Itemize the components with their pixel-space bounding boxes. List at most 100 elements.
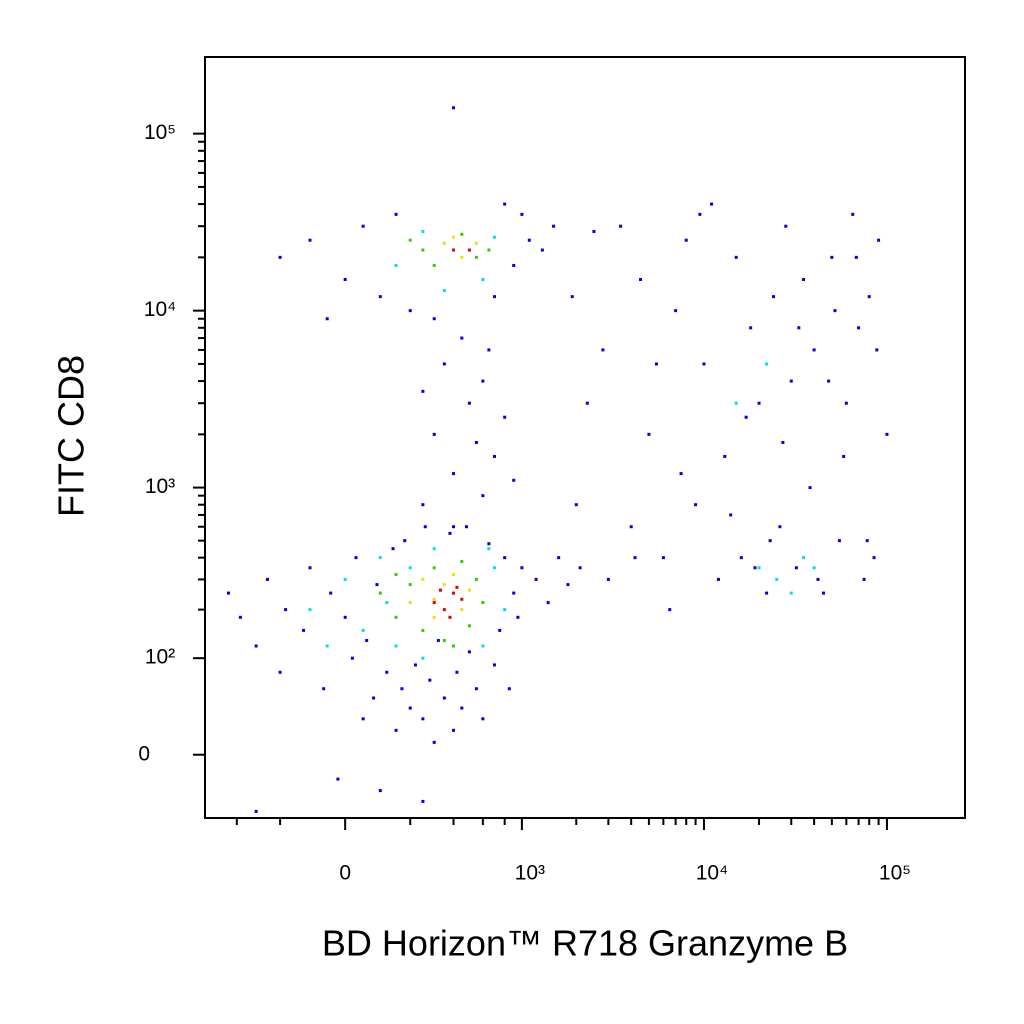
event-dot: [674, 309, 678, 313]
event-dot: [474, 577, 478, 581]
event-dot: [432, 601, 436, 605]
event-dot: [734, 255, 738, 259]
event-dot: [794, 566, 798, 570]
event-dot: [452, 235, 456, 239]
event-dot: [546, 601, 550, 605]
event-dot: [872, 556, 876, 560]
x-tick-label: 10³: [515, 862, 545, 885]
event-dot: [452, 644, 456, 648]
event-dot: [421, 577, 425, 581]
event-dot: [749, 326, 753, 330]
event-dot: [442, 362, 446, 366]
event-dot: [460, 255, 464, 259]
event-dot: [503, 608, 507, 612]
event-dot: [394, 263, 398, 267]
event-dot: [503, 202, 507, 206]
event-dot: [467, 650, 471, 654]
event-dot: [452, 248, 456, 252]
event-dot: [802, 556, 806, 560]
event-dot: [821, 591, 825, 595]
event-dot: [492, 235, 496, 239]
event-dot: [629, 525, 633, 529]
event-dot: [710, 202, 714, 206]
event-dot: [452, 728, 456, 732]
event-dot: [851, 212, 855, 216]
event-dot: [365, 638, 369, 642]
event-dot: [781, 440, 785, 444]
event-dot: [474, 440, 478, 444]
event-dot: [385, 670, 389, 674]
event-dot: [481, 277, 485, 281]
event-dot: [507, 687, 511, 691]
event-dot: [428, 678, 432, 682]
event-dot: [481, 379, 485, 383]
y-tick-label: 10⁴: [144, 298, 176, 321]
event-dot: [877, 238, 881, 242]
event-dot: [481, 601, 485, 605]
event-dot: [394, 573, 398, 577]
event-dot: [844, 401, 848, 405]
event-dot: [432, 432, 436, 436]
event-dot: [343, 277, 347, 281]
event-dot: [265, 577, 269, 581]
event-dot: [432, 740, 436, 744]
event-dot: [540, 248, 544, 252]
event-dot: [516, 615, 520, 619]
event-dot: [757, 401, 761, 405]
event-dot: [325, 644, 329, 648]
event-dot: [308, 566, 312, 570]
event-dot: [460, 232, 464, 236]
event-dot: [254, 809, 258, 813]
event-dot: [354, 556, 358, 560]
event-dot: [442, 241, 446, 245]
event-dot: [862, 577, 866, 581]
y-tick-label: 10²: [145, 646, 175, 669]
event-dot: [534, 577, 538, 581]
event-dot: [474, 255, 478, 259]
event-dot: [481, 644, 485, 648]
event-dot: [442, 583, 446, 587]
event-dot: [679, 472, 683, 476]
event-dot: [403, 539, 407, 543]
event-dot: [716, 577, 720, 581]
event-dot: [278, 670, 282, 674]
event-dot: [739, 556, 743, 560]
y-tick-label: 10⁵: [144, 121, 176, 144]
event-dot: [765, 362, 769, 366]
event-dot: [775, 577, 779, 581]
event-dot: [467, 588, 471, 592]
event-dot: [278, 255, 282, 259]
event-dot: [487, 542, 491, 546]
event-dot: [784, 224, 788, 228]
event-dot: [885, 432, 889, 436]
event-dot: [492, 295, 496, 299]
event-dot: [460, 608, 464, 612]
event-dot: [654, 362, 658, 366]
event-dot: [857, 326, 861, 330]
event-dot: [601, 348, 605, 352]
event-dot: [336, 777, 340, 781]
event-dot: [512, 478, 516, 482]
event-dot: [865, 539, 869, 543]
event-dot: [789, 591, 793, 595]
event-dot: [566, 583, 570, 587]
x-tick-label: 10⁴: [696, 862, 728, 885]
event-dot: [639, 277, 643, 281]
event-dot: [460, 706, 464, 710]
event-dot: [460, 560, 464, 564]
event-dot: [238, 615, 242, 619]
event-dot: [372, 696, 376, 700]
event-dot: [436, 638, 440, 642]
plot-frame: [204, 56, 966, 819]
event-dot: [343, 577, 347, 581]
event-dot: [442, 288, 446, 292]
event-dot: [875, 348, 879, 352]
y-axis-title: FITC CD8: [51, 355, 92, 517]
event-dot: [394, 615, 398, 619]
event-dot: [455, 670, 459, 674]
event-dot: [467, 248, 471, 252]
event-dot: [325, 317, 329, 321]
event-dot: [452, 573, 456, 577]
event-dot: [578, 566, 582, 570]
